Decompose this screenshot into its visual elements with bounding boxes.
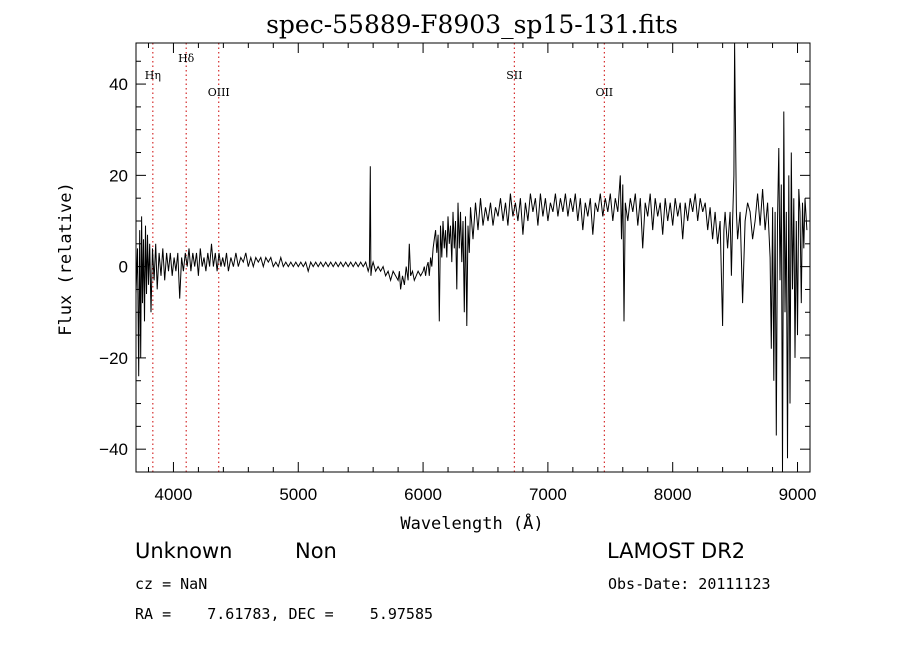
spectral-line-label: OII (595, 86, 613, 99)
x-axis-label: Wavelength (Å) (400, 512, 543, 534)
x-tick-label: 4000 (155, 485, 193, 504)
x-tick-label: 8000 (654, 485, 692, 504)
object-class-label: Unknown (135, 539, 233, 563)
y-tick-label: 0 (119, 258, 128, 277)
chart-title: spec-55889-F8903_sp15-131.fits (266, 10, 678, 39)
x-tick-label: 9000 (779, 485, 817, 504)
x-tick-label: 5000 (279, 485, 317, 504)
y-axis-label: Flux (relative) (56, 182, 76, 336)
y-tick-label: −40 (99, 440, 128, 459)
spectral-line-label: OIII (208, 86, 230, 99)
obs-date-label: Obs-Date: 20111123 (608, 575, 771, 593)
coordinates-label: RA = 7.61783, DEC = 5.97585 (135, 605, 434, 623)
subclass-label: Non (295, 539, 337, 563)
y-tick-label: −20 (99, 349, 128, 368)
x-tick-label: 6000 (404, 485, 442, 504)
spectral-line-label: SII (506, 69, 522, 82)
spectrum-line (135, 42, 808, 473)
plot-area: Hη Hδ OIII SII OII 4000 5000 6000 7000 8000 9000 −4… (99, 42, 817, 504)
x-tick-label: 7000 (529, 485, 567, 504)
survey-label: LAMOST DR2 (607, 539, 746, 563)
spectral-line-label: Hδ (178, 52, 195, 65)
spectral-line-label: Hη (145, 69, 161, 82)
y-tick-label: 20 (109, 166, 128, 185)
y-tick-label: 40 (109, 75, 128, 94)
redshift-label: cz = NaN (135, 575, 208, 593)
